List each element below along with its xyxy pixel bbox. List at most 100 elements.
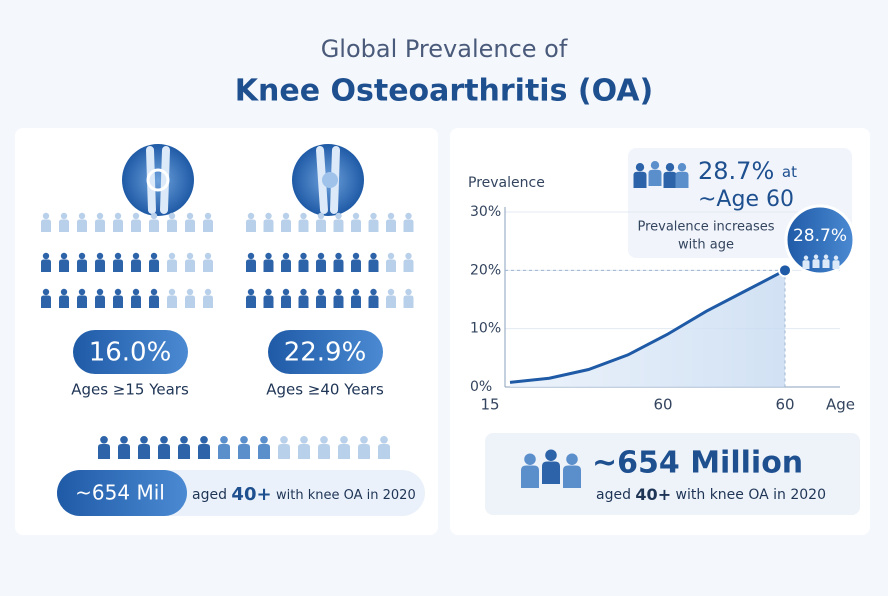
person-head <box>132 252 140 260</box>
person-body <box>368 259 379 272</box>
person-body <box>351 219 361 232</box>
person-body <box>131 259 141 272</box>
person-head <box>132 288 140 296</box>
person-head <box>352 252 360 260</box>
person-icon <box>238 435 250 459</box>
banner-text-before: aged <box>192 487 227 503</box>
person-body <box>333 295 344 308</box>
person-head <box>335 288 342 296</box>
person-icon <box>113 212 123 232</box>
person-icon <box>258 435 270 459</box>
person-icon <box>333 288 344 308</box>
person-body <box>298 219 309 232</box>
person-head <box>265 212 272 220</box>
person-body <box>118 444 130 459</box>
person-head <box>114 252 122 260</box>
person-body <box>663 171 677 188</box>
point <box>778 263 792 278</box>
callout-value: 28.7% <box>698 157 774 185</box>
person-head <box>60 212 68 220</box>
person-icon <box>98 435 110 459</box>
person-head <box>200 435 208 444</box>
person-body <box>278 444 290 459</box>
person-body <box>59 295 69 308</box>
person-icon <box>41 212 51 232</box>
person-body <box>41 259 51 272</box>
person-head <box>186 212 194 220</box>
person-head <box>650 161 660 170</box>
person-body <box>542 461 560 484</box>
knee-icon <box>292 144 364 216</box>
x-tick-label: 60 <box>653 396 672 414</box>
person-head <box>635 163 645 172</box>
person-icon <box>263 288 274 308</box>
person-body <box>131 219 141 232</box>
person-icon <box>118 435 130 459</box>
person-body <box>403 219 414 232</box>
person-icon <box>663 163 677 188</box>
person-body <box>521 465 539 488</box>
person-body <box>333 259 344 272</box>
person-icon <box>59 288 69 308</box>
y-axis-label: Prevalence <box>468 175 545 191</box>
person-head <box>317 288 325 296</box>
person-head <box>387 212 395 220</box>
person-body <box>298 444 310 459</box>
person-body <box>263 219 274 232</box>
person-body <box>77 219 87 232</box>
person-icon <box>149 252 159 272</box>
person-head <box>247 252 255 260</box>
person-body <box>238 444 250 459</box>
person-body <box>41 295 51 308</box>
banner-pill-text: ~654 Mil <box>75 481 165 505</box>
y-tick-label: 10% <box>470 321 501 337</box>
person-body <box>298 295 309 308</box>
person-body <box>185 219 195 232</box>
person-body <box>368 219 379 232</box>
person-head <box>96 212 104 220</box>
person-icon <box>403 252 414 272</box>
person-body <box>403 259 414 272</box>
person-icon <box>113 288 123 308</box>
person-head <box>78 288 86 296</box>
person-icon <box>77 212 87 232</box>
person-body <box>298 259 309 272</box>
person-body <box>218 444 230 459</box>
person-icon <box>351 252 361 272</box>
person-head <box>150 212 158 220</box>
person-head <box>335 252 342 260</box>
person-icon <box>59 212 69 232</box>
person-body <box>185 259 195 272</box>
person-head <box>168 252 176 260</box>
person-icon <box>386 252 396 272</box>
person-body <box>333 219 344 232</box>
person-body <box>167 259 177 272</box>
person-head <box>60 252 68 260</box>
person-icon <box>278 435 290 459</box>
person-icon <box>185 212 195 232</box>
person-icon <box>246 288 256 308</box>
person-body <box>246 219 256 232</box>
person-body <box>77 295 87 308</box>
person-head <box>380 435 388 444</box>
person-body <box>113 219 123 232</box>
person-body <box>358 444 370 459</box>
person-icon <box>203 288 213 308</box>
person-head <box>405 212 412 220</box>
person-icon <box>167 212 177 232</box>
person-icon <box>131 252 141 272</box>
person-icon <box>246 252 256 272</box>
summary-text: aged 40+ with knee OA in 2020 <box>596 485 826 504</box>
person-head <box>833 255 839 261</box>
stat-value: 22.9% <box>284 338 367 368</box>
person-icon <box>298 252 309 272</box>
person-icon <box>185 288 195 308</box>
person-body <box>351 259 361 272</box>
person-head <box>823 254 829 260</box>
callout-note: with age <box>678 238 734 253</box>
person-head <box>370 288 377 296</box>
person-icon <box>633 163 647 188</box>
person-head <box>168 288 176 296</box>
person-head <box>114 288 122 296</box>
